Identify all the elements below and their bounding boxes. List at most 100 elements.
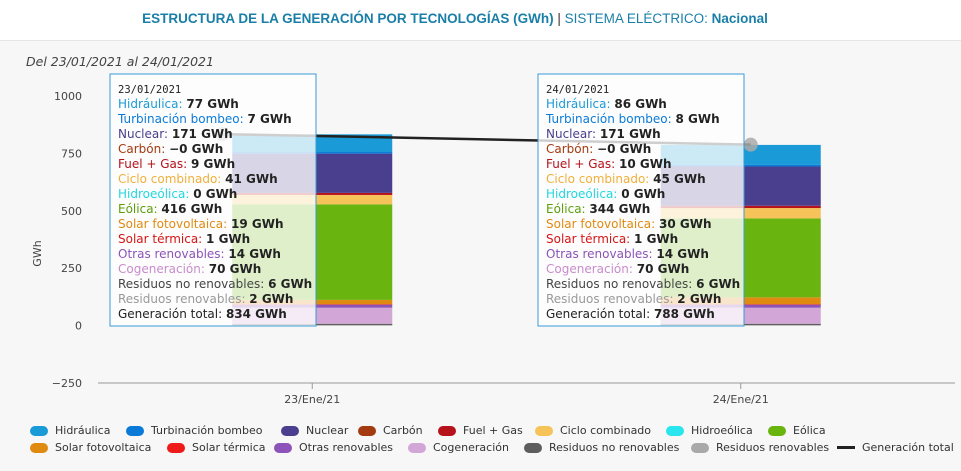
legend-item[interactable]: Otras renovables (274, 441, 393, 454)
tooltip-row: Solar térmica: 1 GWh (546, 232, 678, 246)
tooltip-row-label: Ciclo combinado: (118, 172, 225, 186)
tooltip-row-label: Hidroeólica: (118, 187, 193, 201)
legend-label: Residuos no renovables (549, 441, 680, 454)
tooltip-row: Ciclo combinado: 41 GWh (118, 172, 278, 186)
legend-item[interactable]: Fuel + Gas (438, 424, 523, 437)
tooltip-row-label: Residuos no renovables: (118, 277, 268, 291)
title-bar: ESTRUCTURA DE LA GENERACIÓN POR TECNOLOG… (0, 0, 961, 40)
legend-label: Solar térmica (192, 441, 266, 454)
tooltip-row-label: Eólica: (118, 202, 161, 216)
tooltip-row-label: Nuclear: (546, 127, 600, 141)
tooltip-row-value: 9 GWh (191, 157, 235, 171)
tooltip-row-label: Ciclo combinado: (546, 172, 653, 186)
tooltip-row-label: Generación total: (118, 307, 226, 321)
tooltip-row: Carbón: −0 GWh (118, 142, 223, 156)
legend-label: Ciclo combinado (560, 424, 652, 437)
y-tick-label: −250 (52, 377, 82, 390)
legend-item[interactable]: Carbón (358, 424, 423, 437)
tooltip-row-label: Nuclear: (118, 127, 172, 141)
tooltip-row: Residuos no renovables: 6 GWh (546, 277, 740, 291)
tooltip-row: Solar fotovoltaica: 30 GWh (546, 217, 712, 231)
tooltip-row-label: Solar fotovoltaica: (546, 217, 659, 231)
y-tick-label: 250 (61, 262, 82, 275)
legend-label: Solar fotovoltaica (55, 441, 152, 454)
legend-swatch (691, 442, 709, 453)
tooltip-row-value: 344 GWh (589, 202, 650, 216)
legend-label: Residuos renovables (716, 441, 830, 454)
tooltip-row-label: Residuos renovables: (118, 292, 249, 306)
legend-label: Cogeneración (433, 441, 509, 454)
legend-swatch (358, 425, 376, 436)
y-tick-label: 500 (61, 205, 82, 218)
tooltip-row: Hidráulica: 77 GWh (118, 97, 239, 111)
legend-item[interactable]: Turbinación bombeo (126, 424, 263, 437)
legend-item[interactable]: Residuos renovables (691, 441, 829, 454)
legend-item[interactable]: Cogeneración (408, 441, 509, 454)
tooltip-row-value: 14 GWh (228, 247, 281, 261)
legend-label: Hidráulica (55, 424, 111, 437)
legend-item[interactable]: Eólica (768, 424, 826, 437)
tooltip-row-label: Solar térmica: (118, 232, 206, 246)
legend-item[interactable]: Ciclo combinado (535, 424, 651, 437)
tooltip-row-value: 30 GWh (659, 217, 712, 231)
y-tick-label: 1000 (54, 90, 82, 103)
chart-title: ESTRUCTURA DE LA GENERACIÓN POR TECNOLOG… (0, 11, 910, 26)
tooltip-row: Cogeneración: 70 GWh (546, 262, 689, 276)
tooltip-row-value: 171 GWh (600, 127, 661, 141)
tooltip-row-value: 86 GWh (614, 97, 667, 111)
tooltip-row-label: Otras renovables: (546, 247, 656, 261)
legend-swatch (281, 425, 299, 436)
tooltip-row-label: Fuel + Gas: (118, 157, 191, 171)
tooltip-row: Otras renovables: 14 GWh (118, 247, 281, 261)
tooltip-row-label: Cogeneración: (118, 262, 209, 276)
tooltip-row-value: 6 GWh (268, 277, 312, 291)
tooltip-row-value: −0 GWh (169, 142, 223, 156)
axes: −250 0 250 500 750 1000 GWh 23/Ene/21 24/Ene/21 (31, 90, 955, 406)
tooltip-row: Solar fotovoltaica: 19 GWh (118, 217, 284, 231)
tooltip-row: Fuel + Gas: 9 GWh (118, 157, 235, 171)
legend-swatch (408, 442, 426, 453)
tooltip-row-value: 2 GWh (249, 292, 293, 306)
tooltip-row: Carbón: −0 GWh (546, 142, 651, 156)
legend-item[interactable]: Hidroeólica (666, 424, 753, 437)
tooltip-row: Nuclear: 171 GWh (546, 127, 661, 141)
legend-item[interactable]: Residuos no renovables (524, 441, 679, 454)
tooltip-row-value: 416 GWh (161, 202, 222, 216)
tooltip-date: 24/01/2021 (546, 84, 609, 96)
tooltip-row-label: Eólica: (546, 202, 589, 216)
tooltip-row: Eólica: 344 GWh (546, 202, 650, 216)
date-range: Del 23/01/2021 al 24/01/2021 (26, 54, 214, 69)
tooltip-row: Ciclo combinado: 45 GWh (546, 172, 706, 186)
tooltip-row-label: Carbón: (546, 142, 597, 156)
legend-label: Generación total (862, 441, 954, 454)
tooltip-row: Residuos renovables: 2 GWh (546, 292, 721, 306)
title-system-label: SISTEMA ELÉCTRICO: (564, 11, 708, 26)
title-main: ESTRUCTURA DE LA GENERACIÓN POR TECNOLOG… (142, 11, 554, 26)
legend-item[interactable]: Hidráulica (30, 424, 110, 437)
tooltip-row-value: 0 GWh (621, 187, 665, 201)
tooltip-row-label: Turbinación bombeo: (117, 112, 248, 126)
legend-swatch (768, 425, 786, 436)
tooltip-row-label: Hidráulica: (546, 97, 614, 111)
tooltip-row: Residuos renovables: 2 GWh (118, 292, 293, 306)
legend-item[interactable]: Solar fotovoltaica (30, 441, 151, 454)
tooltip-row: Otras renovables: 14 GWh (546, 247, 709, 261)
tooltip-row: Cogeneración: 70 GWh (118, 262, 261, 276)
tooltip-row: Hidráulica: 86 GWh (546, 97, 667, 111)
tooltip-row: Solar térmica: 1 GWh (118, 232, 250, 246)
legend-item[interactable]: Solar térmica (167, 441, 266, 454)
tooltip-date: 23/01/2021 (118, 84, 181, 96)
tooltip-row-value: 1 GWh (206, 232, 250, 246)
tooltip-row-value: 77 GWh (186, 97, 239, 111)
x-tick-label: 24/Ene/21 (713, 393, 769, 406)
tooltip-row-value: 0 GWh (193, 187, 237, 201)
tooltip-row-value: 1 GWh (634, 232, 678, 246)
legend-item[interactable]: Generación total (837, 441, 954, 454)
legend-label: Nuclear (306, 424, 349, 437)
y-axis-label: GWh (31, 240, 44, 266)
legend-item[interactable]: Nuclear (281, 424, 348, 437)
title-system-value: Nacional (711, 11, 768, 26)
